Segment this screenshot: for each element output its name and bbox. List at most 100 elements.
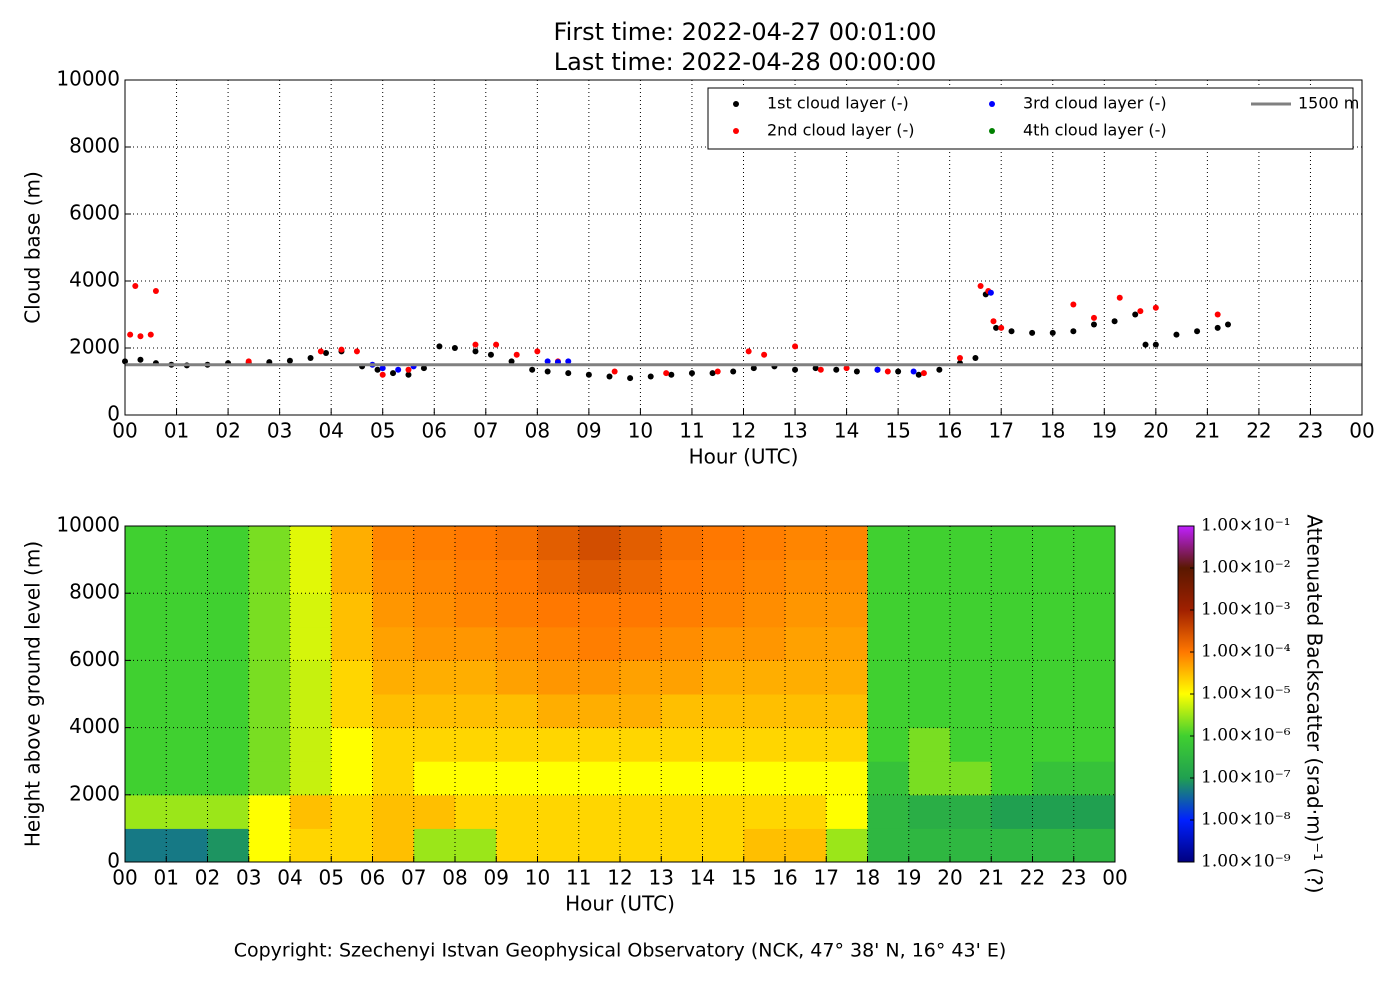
heat-cell — [372, 660, 415, 695]
cloud-point — [544, 358, 551, 365]
x-tick-label: 03 — [267, 419, 292, 443]
heat-cell — [413, 727, 456, 762]
heat-cell — [125, 694, 167, 729]
colorbar-label: Attenuated Backscatter (srad·m)⁻¹ (?) — [1303, 514, 1327, 893]
heat-cell — [785, 794, 827, 829]
heat-cell — [290, 794, 332, 829]
heat-cell — [1032, 593, 1075, 628]
heat-cell — [455, 526, 497, 561]
heat-cell — [331, 794, 373, 829]
heat-cell — [455, 593, 497, 628]
cloud-point — [1214, 311, 1221, 318]
x-tick-label: 07 — [473, 419, 498, 443]
heat-cell — [331, 593, 373, 628]
y-axis-label: Cloud base (m) — [21, 171, 45, 324]
heat-cell — [908, 828, 951, 863]
heat-cell — [125, 526, 167, 561]
heat-cell — [578, 761, 621, 796]
heat-cell — [372, 626, 415, 661]
heat-cell — [826, 694, 868, 729]
heat-cell — [331, 626, 373, 661]
heat-cell — [496, 526, 538, 561]
cloud-point — [565, 370, 572, 377]
heat-cell — [578, 660, 621, 695]
heat-cell — [290, 526, 332, 561]
heat-cell — [455, 626, 497, 661]
cloud-point — [1152, 341, 1159, 348]
x-tick-label: 01 — [164, 419, 189, 443]
cloud-point — [668, 371, 675, 378]
heat-cell — [537, 626, 580, 661]
legend-swatch — [733, 128, 739, 134]
heat-cell — [743, 626, 786, 661]
heat-cell — [620, 761, 662, 796]
heat-cell — [743, 794, 786, 829]
heat-cell — [496, 727, 538, 762]
heat-cell — [166, 761, 208, 796]
heat-cell — [578, 526, 621, 561]
cloud-point — [920, 370, 927, 377]
heat-cell — [578, 626, 621, 661]
x-tick-label: 00 — [1349, 419, 1374, 443]
x-tick-label: 07 — [401, 866, 426, 890]
cloud-point — [709, 370, 716, 377]
heat-cell — [1032, 559, 1075, 594]
copyright: Copyright: Szechenyi Istvan Geophysical … — [234, 940, 1007, 962]
heat-cell — [620, 660, 662, 695]
heat-cell — [991, 828, 1033, 863]
heat-cell — [166, 526, 208, 561]
y-tick-label: 6000 — [69, 201, 120, 225]
x-tick-label: 22 — [1020, 866, 1045, 890]
cloud-point — [353, 348, 360, 355]
heat-cell — [125, 828, 167, 863]
cloud-point — [472, 348, 479, 355]
heat-cell — [290, 559, 332, 594]
chart-title: Last time: 2022-04-28 00:00:00 — [554, 48, 936, 76]
heat-cell — [908, 593, 951, 628]
heat-cell — [702, 794, 745, 829]
cloud-point — [137, 333, 144, 340]
cloud-point — [286, 357, 293, 364]
heat-cell — [578, 794, 621, 829]
heat-cell — [1032, 794, 1075, 829]
heat-cell — [455, 660, 497, 695]
heat-cell — [331, 694, 373, 729]
cloud-point — [390, 370, 397, 377]
heat-cell — [166, 694, 208, 729]
heat-cell — [496, 794, 538, 829]
cloud-point — [895, 368, 902, 375]
plot-frame — [124, 525, 1116, 863]
cloud-point — [1173, 331, 1180, 338]
heat-cell — [1073, 828, 1116, 863]
x-tick-label: 17 — [814, 866, 839, 890]
heat-cell — [867, 593, 910, 628]
heat-cell — [950, 828, 992, 863]
x-tick-label: 15 — [731, 866, 756, 890]
heat-cell — [1032, 660, 1075, 695]
y-tick-label: 2000 — [69, 335, 120, 359]
heat-cell — [455, 694, 497, 729]
heat-cell — [743, 660, 786, 695]
heat-cell — [785, 593, 827, 628]
heat-cell — [1032, 761, 1075, 796]
cloud-point — [1090, 321, 1097, 328]
heat-cell — [826, 794, 868, 829]
heat-cell — [537, 526, 580, 561]
colorbar-tick-label: 1.00×10⁻³ — [1201, 600, 1291, 620]
legend-swatch — [989, 101, 995, 107]
heat-cell — [1032, 828, 1075, 863]
x-tick-label: 10 — [628, 419, 653, 443]
heat-cell — [743, 727, 786, 762]
cloud-point — [1111, 318, 1118, 325]
heat-cell — [207, 626, 250, 661]
heat-cell — [702, 694, 745, 729]
heat-cell — [785, 559, 827, 594]
cloud-point — [534, 348, 541, 355]
heat-cell — [702, 593, 745, 628]
heat-cell — [207, 794, 250, 829]
heat-cell — [620, 593, 662, 628]
heat-cell — [620, 626, 662, 661]
cloud-point — [1070, 301, 1077, 308]
cloud-point — [1142, 341, 1149, 348]
heat-cell — [826, 526, 868, 561]
